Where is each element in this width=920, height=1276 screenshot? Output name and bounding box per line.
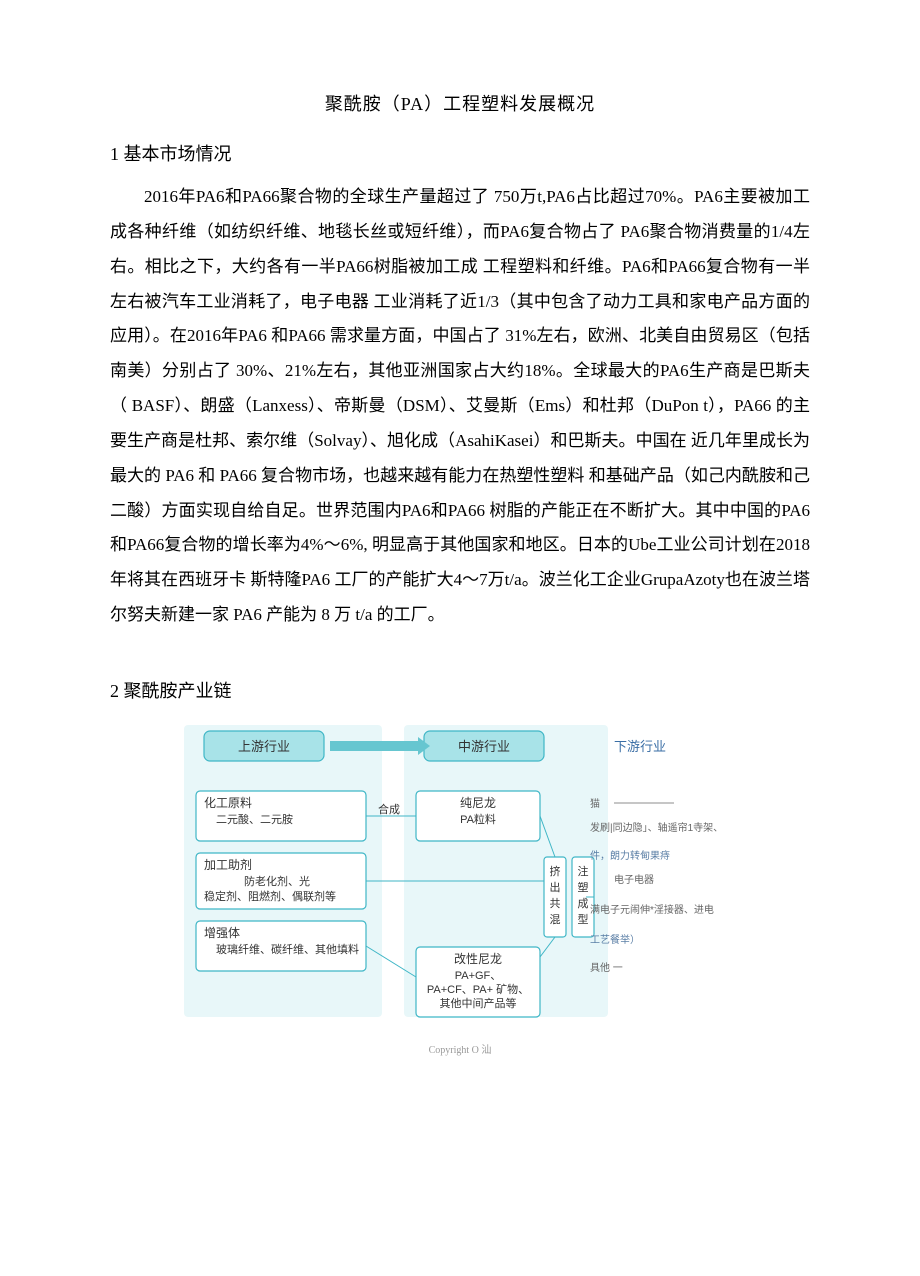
svg-text:加工助剂: 加工助剂 — [204, 857, 252, 872]
svg-text:防老化剂、光: 防老化剂、光 — [244, 874, 310, 888]
svg-text:稳定剂、阻燃剂、偶联剂等: 稳定剂、阻燃剂、偶联剂等 — [204, 889, 336, 903]
svg-text:合成: 合成 — [378, 802, 400, 816]
svg-text:工艺餐举）: 工艺餐举） — [590, 933, 640, 946]
diagram-copyright: Copyright O 汕 — [110, 1041, 810, 1056]
svg-text:猫: 猫 — [590, 797, 600, 810]
svg-text:二元酸、二元胺: 二元酸、二元胺 — [216, 812, 293, 826]
svg-text:件，朗力转甸果痔: 件，朗力转甸果痔 — [590, 849, 670, 862]
svg-text:发刷|同边隐」、轴遥帘1寺架、: 发刷|同边隐」、轴遥帘1寺架、 — [590, 821, 723, 834]
svg-text:共: 共 — [550, 897, 561, 910]
svg-text:注: 注 — [578, 864, 589, 878]
svg-text:化工原料: 化工原料 — [204, 796, 252, 810]
svg-text:成: 成 — [578, 897, 589, 910]
svg-text:型: 型 — [578, 912, 589, 926]
svg-text:混: 混 — [550, 913, 561, 926]
svg-text:增强体: 增强体 — [204, 926, 240, 940]
svg-text:玻璃纤维、碳纤维、其他填料: 玻璃纤维、碳纤维、其他填料 — [216, 942, 359, 956]
svg-text:满电子元闹伸*淫接器、进电: 满电子元闹伸*淫接器、进电 — [590, 903, 714, 916]
svg-text:改性尼龙: 改性尼龙 — [454, 952, 502, 966]
section-1-heading: 1 基本市场情况 — [110, 140, 810, 166]
svg-text:PA+CF、PA+ 矿物、: PA+CF、PA+ 矿物、 — [427, 982, 529, 996]
svg-text:挤: 挤 — [550, 864, 561, 878]
svg-text:出: 出 — [550, 880, 561, 894]
svg-text:具他 一: 具他 一 — [590, 961, 623, 974]
svg-text:PA粒料: PA粒料 — [460, 812, 496, 826]
section-2-heading: 2 聚酰胺产业链 — [110, 677, 810, 703]
document-title: 聚酰胺（PA）工程塑料发展概况 — [110, 90, 810, 116]
svg-text:塑: 塑 — [578, 880, 589, 894]
svg-text:下游行业: 下游行业 — [614, 739, 666, 754]
svg-text:其他中间产品等: 其他中间产品等 — [440, 996, 517, 1010]
svg-text:PA+GF、: PA+GF、 — [455, 970, 502, 982]
industry-chain-diagram: 上游行业 中游行业 下游行业化工原料二元酸、二元胺加工助剂防老化剂、光稳定剂、阻燃剂… — [110, 717, 810, 1037]
svg-text:上游行业: 上游行业 — [238, 739, 290, 754]
section-1-body: 2016年PA6和PA66聚合物的全球生产量超过了 750万t,PA6占比超过7… — [110, 180, 810, 633]
svg-text:电子电器: 电子电器 — [614, 873, 654, 886]
svg-text:纯尼龙: 纯尼龙 — [460, 796, 496, 810]
svg-text:中游行业: 中游行业 — [458, 739, 510, 754]
